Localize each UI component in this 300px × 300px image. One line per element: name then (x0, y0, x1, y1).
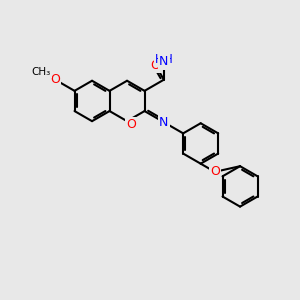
Text: O: O (50, 73, 60, 86)
Text: N: N (159, 56, 169, 68)
Text: CH₃: CH₃ (32, 67, 51, 76)
Text: O: O (127, 118, 136, 131)
Text: O: O (151, 59, 160, 72)
Text: N: N (159, 116, 169, 129)
Text: H: H (164, 53, 173, 66)
Text: O: O (210, 165, 220, 178)
Text: H: H (155, 53, 164, 66)
